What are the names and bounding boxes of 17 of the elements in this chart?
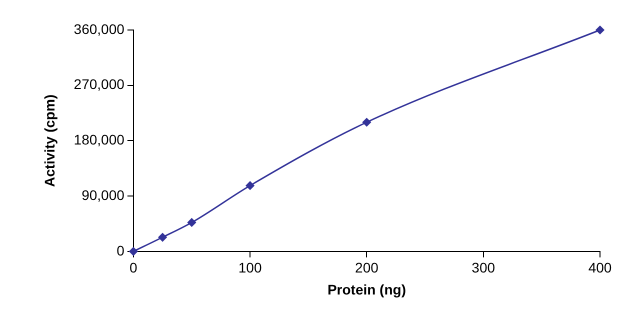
y-tick-label: 180,000 <box>74 132 125 148</box>
x-tick-label: 100 <box>238 260 262 276</box>
y-tick-label: 270,000 <box>74 76 125 92</box>
x-axis-title: Protein (ng) <box>327 281 406 298</box>
y-axis-title: Activity (cpm) <box>41 94 58 187</box>
point <box>158 233 167 242</box>
point <box>187 218 196 227</box>
x-tick-label: 0 <box>130 260 138 276</box>
point <box>362 118 371 126</box>
y-tick-label: 90,000 <box>82 186 125 203</box>
x-tick-label: 200 <box>355 260 379 276</box>
y-tick-label: 360,000 <box>74 20 125 37</box>
x-tick-label: 400 <box>588 260 612 276</box>
point <box>246 181 254 190</box>
y-tick-label: 0 <box>116 242 125 258</box>
x-tick-label: 300 <box>472 260 496 276</box>
point <box>596 26 604 34</box>
